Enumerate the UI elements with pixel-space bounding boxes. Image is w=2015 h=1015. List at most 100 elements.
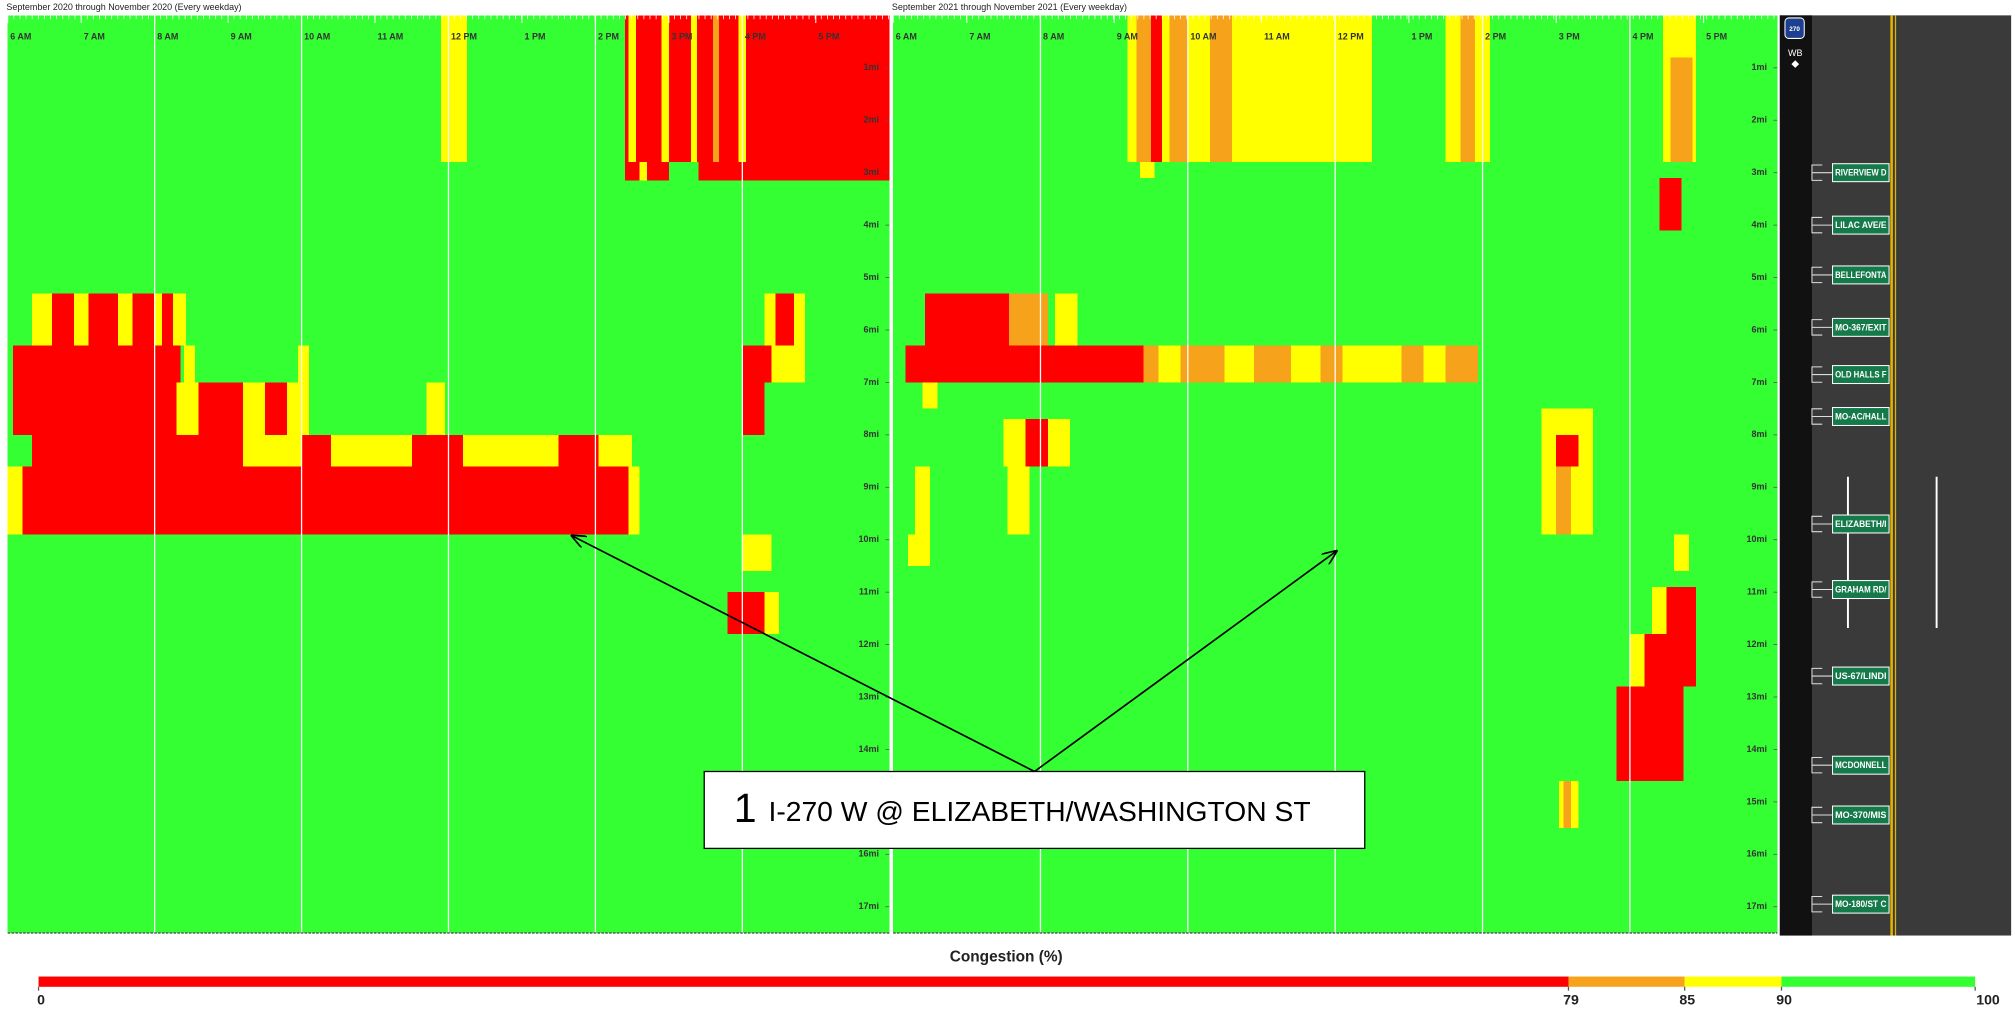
cell bbox=[15, 466, 636, 535]
exit-sign bbox=[1832, 580, 1890, 600]
cell bbox=[463, 434, 559, 467]
cell bbox=[1460, 15, 1476, 163]
cell bbox=[922, 382, 938, 409]
cell bbox=[690, 15, 697, 163]
cell bbox=[1055, 293, 1078, 346]
cell bbox=[242, 434, 302, 467]
x-tick-label: 9 AM bbox=[1117, 32, 1138, 42]
y-tick-label: 14mi bbox=[859, 744, 879, 754]
cell bbox=[624, 162, 890, 181]
exit-sign bbox=[1832, 365, 1890, 385]
exit-bracket bbox=[1811, 806, 1833, 824]
cell bbox=[1136, 15, 1152, 163]
colorbar-tick-label: 0 bbox=[37, 992, 45, 1008]
exit-sign bbox=[1832, 894, 1890, 914]
cell bbox=[907, 534, 930, 566]
cell bbox=[771, 345, 805, 383]
cell bbox=[1025, 419, 1048, 467]
cell bbox=[661, 15, 669, 163]
x-tick-label: 11 AM bbox=[1264, 32, 1290, 42]
cell bbox=[668, 162, 699, 181]
x-tick-label: 1 PM bbox=[525, 32, 546, 42]
x-tick-label: 9 AM bbox=[231, 32, 252, 42]
exit-sign bbox=[1832, 163, 1890, 183]
y-tick-label: 1mi bbox=[864, 62, 879, 72]
x-tick-label: 2 PM bbox=[1485, 32, 1506, 42]
exit-bracket bbox=[1811, 164, 1833, 181]
y-tick-label: 17mi bbox=[1746, 901, 1766, 911]
cell bbox=[915, 466, 930, 535]
colorbar-segment bbox=[1684, 976, 1782, 987]
cell bbox=[598, 434, 633, 467]
arrow bbox=[572, 536, 1035, 773]
exit-label: MO-370/MIS bbox=[1835, 810, 1886, 820]
annotation-text: I-270 W @ ELIZABETH/WASHINGTON ST bbox=[768, 795, 1310, 827]
cell bbox=[1342, 345, 1402, 383]
colorbar-tick-label: 79 bbox=[1563, 992, 1579, 1008]
y-tick-label: 7mi bbox=[864, 377, 879, 387]
x-tick-label: 8 AM bbox=[1043, 32, 1064, 42]
exit-sign bbox=[1832, 317, 1890, 337]
y-tick-label: 15mi bbox=[1746, 796, 1766, 806]
exit-label: US-67/LINDI bbox=[1835, 671, 1886, 681]
cell bbox=[264, 382, 287, 435]
cell bbox=[1224, 345, 1255, 383]
exit-sign bbox=[1832, 755, 1890, 775]
cell bbox=[924, 293, 1009, 346]
exit-sign bbox=[1832, 265, 1890, 285]
cell bbox=[1139, 162, 1155, 178]
cell bbox=[184, 345, 196, 383]
x-tick-label: 1 PM bbox=[1411, 32, 1432, 42]
y-tick-label: 11mi bbox=[1747, 587, 1767, 597]
exit-bracket bbox=[1811, 408, 1833, 425]
cell bbox=[1127, 15, 1373, 163]
exit-bracket bbox=[1811, 895, 1833, 913]
y-tick-label: 8mi bbox=[1751, 429, 1766, 439]
cell bbox=[441, 15, 467, 163]
direction: WB bbox=[1788, 48, 1802, 58]
exit-label: MO-367/EXIT bbox=[1835, 322, 1887, 332]
panel-title: September 2021 through November 2021 (Ev… bbox=[892, 2, 1127, 12]
x-tick-label: 7 AM bbox=[969, 32, 990, 42]
annotation-number: 1 bbox=[734, 785, 757, 831]
y-tick-label: 3mi bbox=[1751, 167, 1766, 177]
y-tick-label: 6mi bbox=[864, 324, 879, 334]
x-tick-label: 6 AM bbox=[10, 32, 31, 42]
y-tick-label: 16mi bbox=[1746, 849, 1766, 859]
y-tick-label: 9mi bbox=[1751, 482, 1766, 492]
y-tick-label: 6mi bbox=[1751, 324, 1766, 334]
exit-sign bbox=[1832, 514, 1890, 534]
x-tick-label: 4 PM bbox=[745, 32, 766, 42]
colorbar-segment bbox=[1781, 976, 1976, 987]
cell bbox=[132, 293, 155, 346]
y-tick-label: 9mi bbox=[864, 482, 879, 492]
cell bbox=[628, 15, 636, 163]
y-tick-label: 2mi bbox=[1751, 115, 1766, 125]
cell bbox=[88, 293, 118, 346]
x-tick-label: 4 PM bbox=[1632, 32, 1653, 42]
cell bbox=[1556, 434, 1579, 467]
cell bbox=[1151, 15, 1163, 163]
cell bbox=[1290, 345, 1321, 383]
colorbar-title: Congestion (%) bbox=[950, 948, 1063, 965]
cell bbox=[297, 345, 309, 383]
x-tick-label: 3 PM bbox=[671, 32, 692, 42]
cell bbox=[742, 534, 772, 572]
cell bbox=[1670, 57, 1693, 163]
cell bbox=[1629, 634, 1645, 687]
exit-sign bbox=[1832, 407, 1890, 426]
road-margin bbox=[1779, 15, 1812, 936]
y-tick-label: 14mi bbox=[1746, 744, 1766, 754]
cell bbox=[198, 382, 243, 435]
exit-label: GRAHAM RD/ bbox=[1835, 585, 1887, 595]
x-tick-label: 12 PM bbox=[1338, 32, 1364, 42]
cell bbox=[12, 382, 177, 435]
exit-sign bbox=[1832, 666, 1890, 686]
arrow bbox=[1033, 551, 1336, 773]
x-tick-label: 2 PM bbox=[598, 32, 619, 42]
cell bbox=[51, 293, 74, 346]
direction-arrow bbox=[1791, 60, 1800, 68]
annotation-box bbox=[703, 770, 1366, 850]
cell bbox=[1209, 15, 1233, 163]
